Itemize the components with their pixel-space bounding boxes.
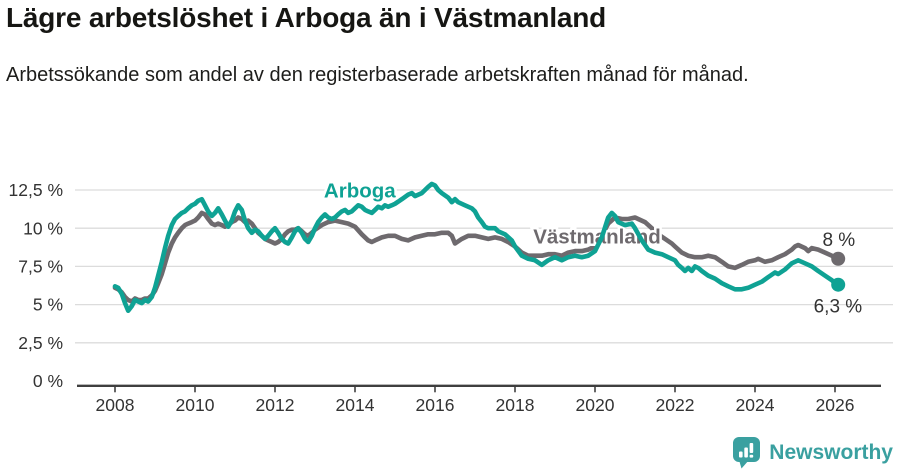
series-end-value-label: 6,3 % bbox=[814, 297, 863, 318]
unemployment-line-chart: 0 % 2,5 % 5 % 7,5 % 10 % 12,5 % 2008 2010 2012 20… bbox=[9, 177, 893, 415]
series-end-dot bbox=[831, 251, 846, 266]
arboga-line bbox=[112, 181, 841, 314]
chart-subtitle: Arbetssökande som andel av den registerb… bbox=[6, 64, 749, 86]
x-axis-tick-label: 2008 bbox=[96, 395, 135, 415]
x-axis-tick-label: 2014 bbox=[336, 395, 375, 415]
y-axis-tick-label: 2,5 % bbox=[18, 333, 63, 353]
page-title: Lägre arbetslöshet i Arboga än i Västman… bbox=[6, 2, 607, 33]
newsworthy-logo-icon bbox=[733, 437, 761, 469]
brand-footer: Newsworthy bbox=[732, 436, 893, 469]
x-axis-tick-label: 2024 bbox=[736, 395, 775, 415]
x-axis-tick-label: 2012 bbox=[256, 395, 295, 415]
vstmanland-line bbox=[112, 210, 841, 304]
y-axis-tick-label: 10 % bbox=[23, 218, 63, 238]
y-axis-tick-label: 7,5 % bbox=[18, 257, 63, 277]
x-axis-tick-label: 2022 bbox=[656, 395, 695, 415]
x-axis-tick-label: 2018 bbox=[496, 395, 535, 415]
x-axis-tick-label: 2010 bbox=[176, 395, 215, 415]
brand-name: Newsworthy bbox=[769, 440, 893, 464]
y-axis-tick-label: 0 % bbox=[33, 371, 63, 391]
y-axis-tick-label: 5 % bbox=[33, 295, 63, 315]
x-axis-tick-label: 2016 bbox=[416, 395, 455, 415]
series-end-value-label: 8 % bbox=[822, 230, 855, 251]
y-axis-tick-label: 12,5 % bbox=[9, 180, 63, 200]
x-axis-tick-label: 2020 bbox=[576, 395, 615, 415]
series-end-dot bbox=[831, 277, 846, 292]
x-axis-tick-label: 2026 bbox=[816, 395, 855, 415]
series-name-label: Arboga bbox=[324, 180, 396, 203]
